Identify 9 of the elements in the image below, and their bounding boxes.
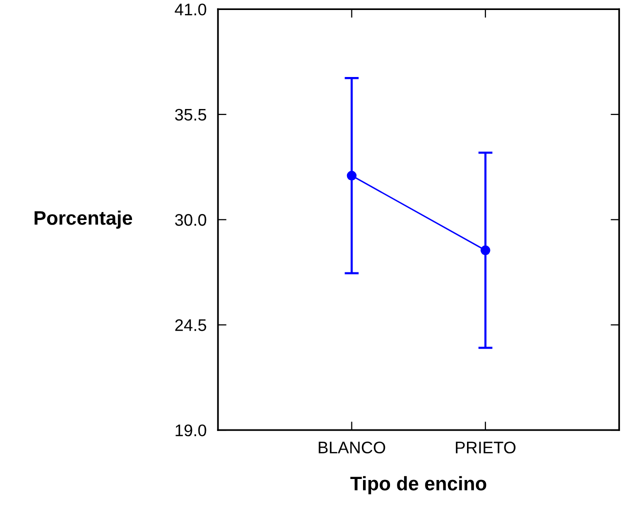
y-tick-label: 19.0	[176, 424, 206, 436]
y-tick-label: 35.5	[175, 108, 206, 121]
y-tick-label: 41.0	[174, 4, 206, 16]
y-axis-title: Porcentaje	[34, 210, 132, 229]
x-tick-label: BLANCO	[318, 442, 386, 454]
x-tick-label: PRIETO	[456, 442, 516, 454]
y-tick-label: 24.5	[175, 319, 206, 332]
x-axis-title: Tipo de encino	[350, 476, 486, 494]
y-tick-label: 30.0	[175, 214, 206, 226]
